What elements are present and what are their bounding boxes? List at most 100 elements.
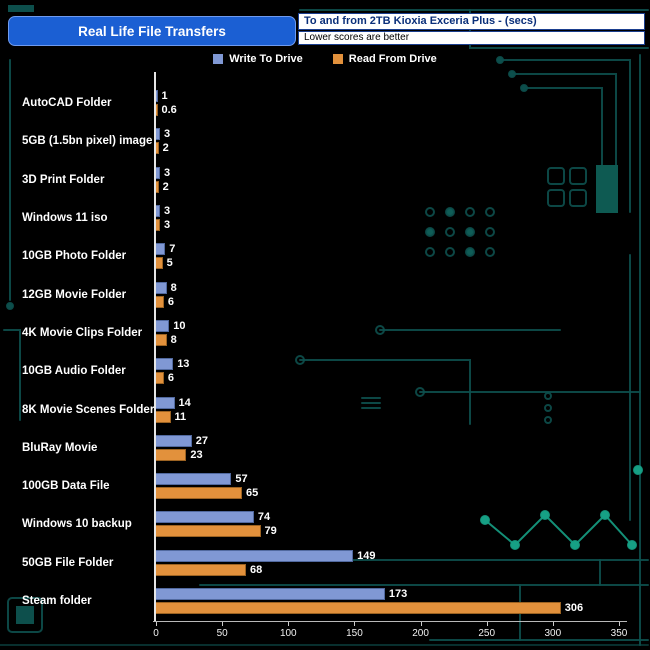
tick-mark — [486, 622, 488, 626]
value-label: 149 — [357, 549, 376, 562]
value-label: 11 — [174, 410, 187, 423]
y-axis — [154, 72, 156, 622]
write-bar — [156, 473, 232, 486]
value-label: 8 — [170, 281, 177, 294]
write-bar — [156, 205, 160, 218]
value-label: 79 — [264, 525, 277, 538]
tick-mark — [420, 622, 422, 626]
chart-row: Windows 11 iso 3 3 — [0, 199, 650, 237]
category-label: 8K Movie Scenes Folder — [22, 403, 155, 416]
value-label: 3 — [163, 219, 171, 232]
chart-note: Lower scores are better — [298, 31, 645, 45]
tick-label: 0 — [153, 628, 159, 639]
chart-subtitle: To and from 2TB Kioxia Exceria Plus - (s… — [298, 13, 645, 30]
read-bar — [156, 219, 160, 232]
category-label: 10GB Audio Folder — [22, 365, 126, 378]
chart-row: 4K Movie Clips Folder 10 8 — [0, 314, 650, 352]
write-bar — [156, 166, 160, 179]
legend-item-write: Write To Drive — [213, 53, 303, 65]
value-label: 2 — [162, 142, 169, 155]
tick-mark — [156, 622, 157, 626]
value-label: 3 — [163, 128, 171, 141]
read-bar — [156, 180, 159, 193]
tick-label: 300 — [544, 628, 562, 639]
read-bar — [156, 333, 167, 346]
chart-row: 100GB Data File 57 65 — [0, 467, 650, 505]
value-label: 13 — [177, 358, 190, 371]
category-label: Steam folder — [22, 595, 92, 607]
category-label: 3D Print Folder — [22, 173, 105, 186]
value-label: 6 — [167, 295, 175, 308]
value-label: 65 — [245, 487, 259, 500]
chart-row: 3D Print Folder 3 2 — [0, 161, 650, 199]
value-label: 27 — [195, 434, 208, 447]
value-label: 10 — [173, 319, 186, 332]
write-bar — [156, 549, 354, 562]
tick-mark — [619, 622, 620, 626]
read-bar — [156, 104, 158, 117]
value-label: 57 — [235, 473, 248, 486]
legend: Write To Drive Read From Drive — [0, 53, 650, 65]
category-label: Windows 11 iso — [22, 212, 108, 225]
chart-row: Windows 10 backup 74 79 — [0, 505, 650, 543]
value-label: 8 — [170, 333, 177, 346]
chart-row: AutoCAD Folder 1 0.6 — [0, 84, 650, 122]
tick-label: 200 — [412, 628, 429, 639]
category-label: BluRay Movie — [22, 441, 98, 454]
read-bar — [156, 295, 164, 308]
chart-row: 12GB Movie Folder 8 6 — [0, 275, 650, 313]
value-label: 3 — [163, 205, 171, 218]
value-label: 1 — [161, 90, 168, 103]
chart-title: Real Life File Transfers — [8, 16, 296, 46]
chart-row: BluRay Movie 27 23 — [0, 429, 650, 467]
tick-mark — [354, 622, 356, 626]
read-bar — [156, 602, 561, 614]
read-bar — [156, 142, 159, 155]
category-label: 10GB Photo Folder — [22, 250, 127, 263]
tick-mark — [288, 622, 290, 626]
value-label: 74 — [257, 511, 271, 524]
chart-row: 8K Movie Scenes Folder 14 11 — [0, 390, 650, 428]
legend-item-read: Read From Drive — [332, 53, 437, 65]
write-bar — [156, 396, 175, 409]
x-axis-line — [153, 621, 627, 622]
write-bar — [156, 358, 174, 371]
category-label: Windows 10 backup — [22, 518, 132, 531]
category-label: 5GB (1.5bn pixel) image — [22, 135, 153, 148]
value-label: 3 — [163, 166, 171, 179]
tick-mark — [552, 622, 554, 626]
read-bar — [156, 257, 163, 270]
read-bar — [156, 525, 261, 538]
write-bar — [156, 281, 167, 294]
value-label: 68 — [249, 563, 263, 576]
tick-label: 100 — [279, 628, 297, 639]
bar-chart: AutoCAD Folder 1 0.6 5GB (1.5bn pixel) imag… — [0, 84, 650, 620]
value-label: 306 — [564, 602, 584, 614]
chart-row: 10GB Audio Folder 13 6 — [0, 352, 650, 390]
value-label: 173 — [388, 588, 408, 600]
write-bar — [156, 434, 192, 447]
value-label: 5 — [166, 257, 173, 270]
write-bar — [156, 511, 254, 524]
chart-row: 5GB (1.5bn pixel) image 3 2 — [0, 122, 650, 160]
chart-row: 10GB Photo Folder 7 5 — [0, 237, 650, 275]
value-label: 23 — [190, 448, 203, 461]
write-swatch-icon — [213, 54, 224, 64]
read-bar — [156, 372, 164, 385]
tick-mark — [222, 622, 224, 626]
legend-label-write: Write To Drive — [229, 53, 303, 65]
write-bar — [156, 588, 385, 600]
write-bar — [156, 128, 160, 141]
read-bar — [156, 410, 171, 423]
value-label: 6 — [167, 372, 175, 385]
category-label: 4K Movie Clips Folder — [22, 326, 143, 339]
value-label: 2 — [162, 180, 169, 193]
value-label: 0.6 — [161, 104, 177, 117]
read-bar — [156, 487, 242, 500]
read-bar — [156, 563, 246, 576]
tick-label: 350 — [610, 628, 628, 639]
category-label: 12GB Movie Folder — [22, 288, 127, 301]
category-label: AutoCAD Folder — [22, 97, 112, 110]
read-bar — [156, 448, 187, 461]
